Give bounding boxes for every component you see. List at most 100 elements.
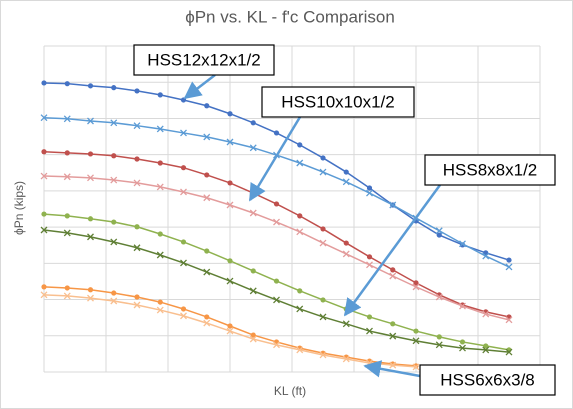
point (156, 125, 164, 133)
point (87, 233, 94, 241)
point (87, 174, 94, 182)
point (435, 293, 443, 301)
point (204, 103, 210, 109)
point (342, 355, 350, 363)
point (319, 351, 327, 359)
point (413, 328, 419, 334)
point (226, 277, 234, 285)
point (389, 361, 397, 369)
point (156, 306, 164, 314)
point (157, 299, 163, 305)
point (296, 346, 304, 354)
point (63, 229, 71, 237)
point (87, 216, 94, 222)
point (412, 337, 420, 345)
point (180, 165, 187, 171)
point (111, 85, 117, 91)
point (389, 332, 397, 340)
point (134, 156, 140, 162)
point (157, 160, 163, 166)
point (40, 226, 48, 234)
point (412, 363, 420, 371)
point (320, 155, 326, 161)
point (227, 323, 233, 329)
point (459, 302, 466, 310)
point (203, 133, 211, 141)
point (134, 88, 140, 94)
callout-label: HSS6x6x3/8 (440, 370, 535, 389)
point (250, 268, 256, 274)
point (111, 290, 117, 296)
point (87, 294, 94, 302)
point (41, 80, 47, 86)
point (64, 285, 70, 291)
point (342, 178, 350, 186)
point (226, 201, 234, 209)
point (482, 346, 490, 354)
point (133, 179, 141, 187)
point (133, 244, 141, 252)
point (482, 252, 490, 260)
point (87, 287, 94, 293)
point (505, 263, 513, 271)
point (343, 169, 349, 175)
point (180, 129, 187, 137)
point (134, 224, 140, 230)
point (413, 280, 419, 286)
point (273, 218, 280, 226)
point (342, 320, 350, 328)
point (203, 268, 211, 276)
point (297, 288, 303, 294)
point (297, 142, 303, 148)
point (64, 150, 70, 156)
point (64, 81, 70, 87)
point (320, 297, 326, 303)
point (110, 119, 118, 127)
callout-arrow (248, 116, 302, 202)
point (40, 114, 48, 122)
point (273, 296, 280, 304)
point (273, 201, 280, 207)
point (366, 327, 373, 335)
y-axis-label: ϕPn (kips) (12, 181, 26, 235)
point (390, 321, 396, 327)
point (41, 284, 47, 290)
point (156, 251, 164, 259)
point (227, 111, 233, 117)
point (157, 231, 163, 237)
point (273, 130, 280, 136)
point (133, 122, 141, 130)
point (506, 257, 512, 263)
point (250, 120, 256, 126)
point (110, 176, 118, 184)
point (180, 259, 187, 267)
point (40, 291, 48, 299)
point (41, 149, 47, 155)
point (505, 316, 513, 324)
point (133, 301, 141, 309)
point (250, 332, 256, 338)
point (249, 144, 257, 152)
point (227, 180, 233, 186)
point (40, 172, 48, 180)
callout-box (419, 364, 556, 396)
point (436, 232, 442, 238)
point (180, 312, 187, 320)
point (435, 341, 443, 349)
point (319, 313, 327, 321)
point (203, 319, 211, 327)
point (342, 250, 350, 258)
point (63, 173, 71, 181)
point (204, 314, 210, 320)
point (110, 238, 118, 246)
point (435, 227, 443, 235)
point (87, 151, 94, 157)
point (343, 240, 349, 246)
point (64, 213, 70, 219)
point (204, 172, 210, 178)
point (505, 348, 513, 356)
point (111, 153, 117, 159)
point (227, 258, 233, 264)
point (459, 240, 466, 248)
point (203, 194, 211, 202)
